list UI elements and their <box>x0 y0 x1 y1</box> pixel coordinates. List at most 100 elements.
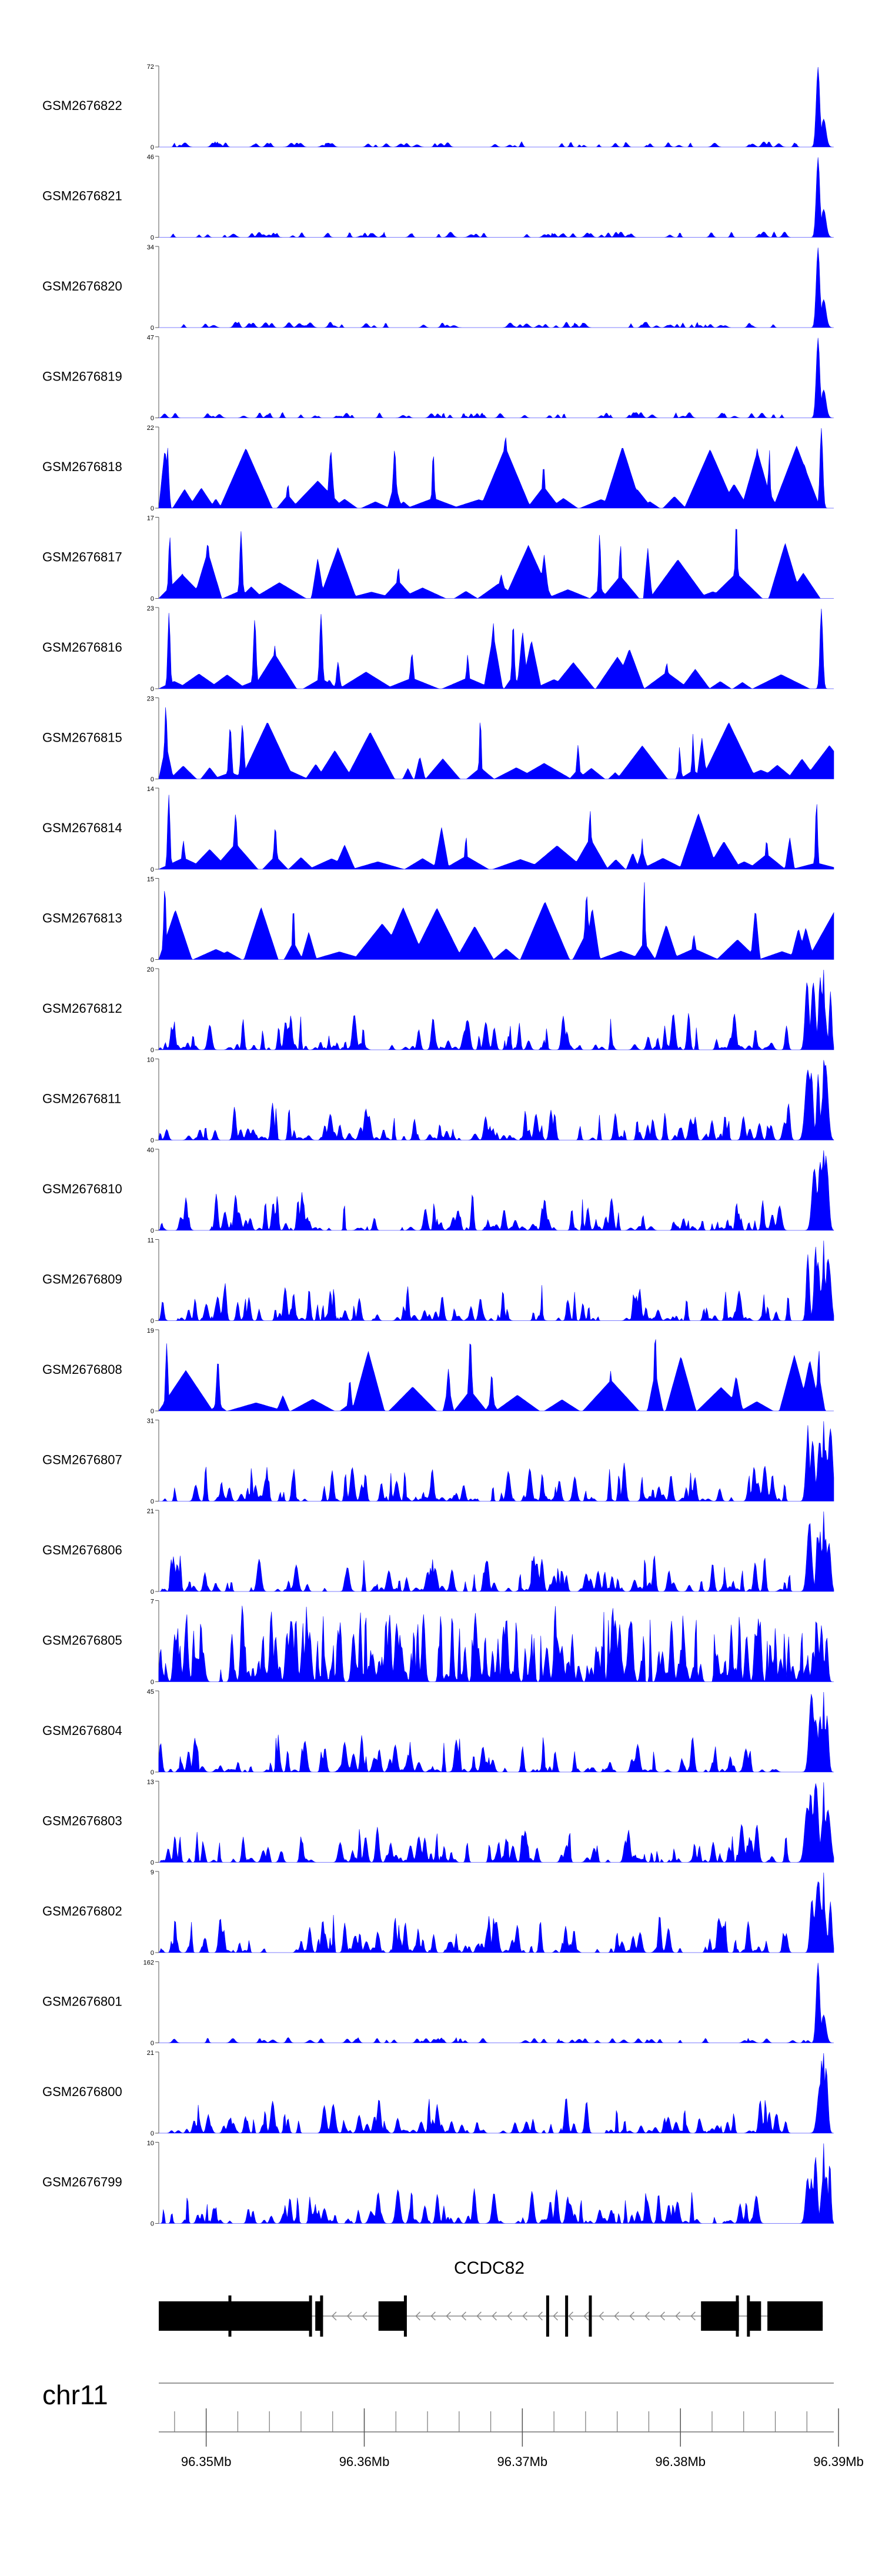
strand-arrow <box>568 2311 573 2321</box>
strand-arrow <box>492 2311 497 2321</box>
coverage-area <box>158 1240 834 1321</box>
y-max-label: 15 <box>147 876 154 883</box>
track-label: GSM2676816 <box>42 640 122 655</box>
y-min-label: 0 <box>151 415 154 422</box>
coverage-area <box>158 969 834 1050</box>
strand-arrow <box>599 2311 604 2321</box>
gene-exon-block <box>701 2301 739 2331</box>
y-min-label: 0 <box>151 866 154 873</box>
strand-arrow <box>644 2311 650 2321</box>
track-GSM2676812: GSM2676812 20 0 <box>42 966 834 1054</box>
exon-marker <box>309 2295 312 2337</box>
coverage-tracks: GSM2676822720GSM2676821460GSM2676820340G… <box>42 64 834 2228</box>
track-label: GSM2676813 <box>42 911 122 926</box>
gene-exon-block <box>315 2301 322 2331</box>
y-min-label: 0 <box>151 235 154 242</box>
chromosome-label: chr11 <box>42 2380 108 2410</box>
coverage-area <box>158 1606 834 1682</box>
strand-arrow <box>362 2311 368 2321</box>
x-tick-label: 96.35Mb <box>181 2454 232 2469</box>
y-min-label: 0 <box>151 2040 154 2047</box>
y-max-label: 10 <box>147 2140 154 2147</box>
y-min-label: 0 <box>151 505 154 512</box>
y-max-label: 47 <box>147 335 154 342</box>
exon-marker <box>736 2295 739 2337</box>
track-label: GSM2676822 <box>42 98 122 113</box>
y-min-label: 0 <box>151 1047 154 1054</box>
coverage-area <box>158 428 834 509</box>
track-GSM2676813: GSM2676813 15 0 <box>42 876 834 964</box>
y-min-label: 0 <box>151 1408 154 1415</box>
track-label: GSM2676820 <box>42 279 122 293</box>
y-max-label: 17 <box>147 515 154 522</box>
y-min-label: 0 <box>151 1589 154 1596</box>
gene-exon-block <box>378 2301 406 2331</box>
coverage-area <box>158 608 834 689</box>
strand-arrow <box>461 2311 466 2321</box>
exon-marker <box>565 2295 569 2337</box>
y-max-label: 45 <box>147 1689 154 1696</box>
coverage-area <box>158 529 834 599</box>
track-GSM2676820: GSM2676820 34 0 <box>42 244 834 332</box>
x-tick-label: 96.37Mb <box>497 2454 548 2469</box>
coverage-area <box>159 247 834 328</box>
y-min-label: 0 <box>151 144 154 151</box>
y-min-label: 0 <box>151 1679 154 1686</box>
exon-marker <box>546 2295 549 2337</box>
y-min-label: 0 <box>151 957 154 964</box>
y-max-label: 162 <box>143 1960 154 1967</box>
exon-marker <box>747 2295 750 2337</box>
y-min-label: 0 <box>151 1137 154 1144</box>
y-max-label: 31 <box>147 1418 154 1425</box>
track-GSM2676809: GSM2676809 11 0 <box>42 1237 834 1325</box>
x-tick-label: 96.38Mb <box>655 2454 706 2469</box>
coverage-area <box>158 338 834 418</box>
track-GSM2676805: GSM2676805 7 0 <box>42 1599 834 1686</box>
track-label: GSM2676818 <box>42 459 122 474</box>
track-GSM2676819: GSM2676819 47 0 <box>42 335 834 422</box>
track-label: GSM2676800 <box>42 2084 122 2099</box>
y-min-label: 0 <box>151 1318 154 1325</box>
x-tick-label: 96.36Mb <box>339 2454 390 2469</box>
track-GSM2676799: GSM2676799 10 0 <box>42 2140 834 2228</box>
coverage-area <box>159 66 834 148</box>
coverage-area <box>158 707 834 779</box>
strand-arrow <box>614 2311 619 2321</box>
track-label: GSM2676812 <box>42 1001 122 1016</box>
coverage-area <box>158 882 834 960</box>
strand-arrow <box>537 2311 543 2321</box>
exon-marker <box>589 2295 592 2337</box>
exon-marker <box>320 2295 323 2337</box>
y-max-label: 9 <box>151 1869 154 1876</box>
y-max-label: 11 <box>148 1237 154 1244</box>
track-label: GSM2676811 <box>42 1092 121 1106</box>
y-min-label: 0 <box>151 1860 154 1867</box>
track-GSM2676821: GSM2676821 46 0 <box>42 154 834 242</box>
y-min-label: 0 <box>151 686 154 693</box>
strand-arrow <box>660 2311 665 2321</box>
coverage-area <box>159 1421 834 1501</box>
y-min-label: 0 <box>151 776 154 783</box>
strand-arrow <box>553 2311 558 2321</box>
coverage-area <box>158 1782 834 1863</box>
track-GSM2676816: GSM2676816 23 0 <box>42 605 834 693</box>
exon-marker <box>403 2295 407 2337</box>
coverage-area <box>159 157 834 238</box>
coverage-area <box>158 1691 834 1773</box>
y-max-label: 23 <box>147 605 154 612</box>
strand-arrow <box>522 2311 527 2321</box>
track-GSM2676807: GSM2676807 31 0 <box>42 1418 834 1506</box>
track-label: GSM2676817 <box>42 550 122 565</box>
track-label: GSM2676819 <box>42 369 122 384</box>
coverage-area <box>159 1963 834 2043</box>
coverage-area <box>158 1060 834 1140</box>
y-min-label: 0 <box>151 325 154 332</box>
track-GSM2676815: GSM2676815 23 0 <box>42 696 834 783</box>
strand-arrow <box>629 2311 634 2321</box>
strand-arrow <box>690 2311 696 2321</box>
track-GSM2676801: GSM2676801 162 0 <box>42 1960 834 2047</box>
coverage-area <box>158 1339 834 1412</box>
y-max-label: 19 <box>147 1327 154 1334</box>
y-max-label: 34 <box>147 244 154 251</box>
